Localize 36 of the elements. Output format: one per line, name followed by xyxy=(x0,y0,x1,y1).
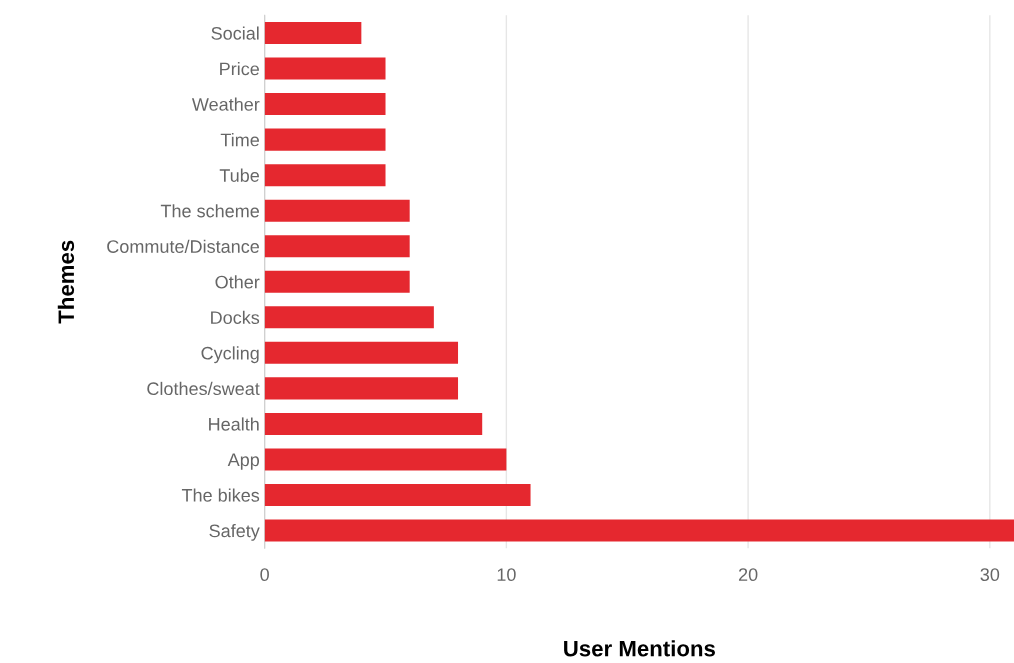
x-tick-label: 0 xyxy=(260,568,269,582)
bar xyxy=(264,519,1014,542)
bar xyxy=(264,483,531,507)
bar xyxy=(264,164,386,187)
y-tick-label: Commute/Distance xyxy=(107,239,259,253)
x-tick-label: 10 xyxy=(497,568,516,582)
bar xyxy=(264,22,362,45)
y-tick-label: The bikes xyxy=(181,488,260,502)
bar xyxy=(264,341,459,364)
y-tick-label: Tube xyxy=(219,168,259,182)
y-tick-label: Weather xyxy=(191,97,260,111)
x-tick-label: 20 xyxy=(738,568,758,582)
y-tick-label: Health xyxy=(209,417,259,431)
y-tick-label: App xyxy=(227,453,260,470)
bar xyxy=(264,412,483,435)
x-axis-title: User Mentions xyxy=(564,640,715,657)
y-tick-label: The scheme xyxy=(160,204,259,218)
y-axis-title: Themes xyxy=(57,240,75,324)
bar xyxy=(264,306,434,329)
y-tick-label: Cycling xyxy=(201,346,259,364)
bar xyxy=(264,377,459,400)
bar xyxy=(264,57,386,80)
y-tick-label: Price xyxy=(220,62,259,76)
y-tick-label: Social xyxy=(211,26,259,40)
bar xyxy=(264,270,410,293)
y-tick-label: Other xyxy=(215,275,260,289)
y-tick-label: Time xyxy=(220,133,259,147)
y-tick-label: Clothes/sweat xyxy=(147,381,260,396)
y-tick-label: Safety xyxy=(209,524,260,541)
y-tick-label: Docks xyxy=(211,310,260,325)
x-tick-label: 30 xyxy=(980,568,1000,582)
bar xyxy=(264,128,386,151)
bar xyxy=(264,199,410,222)
bar xyxy=(264,448,507,471)
bar xyxy=(264,235,410,258)
bar xyxy=(264,93,386,116)
